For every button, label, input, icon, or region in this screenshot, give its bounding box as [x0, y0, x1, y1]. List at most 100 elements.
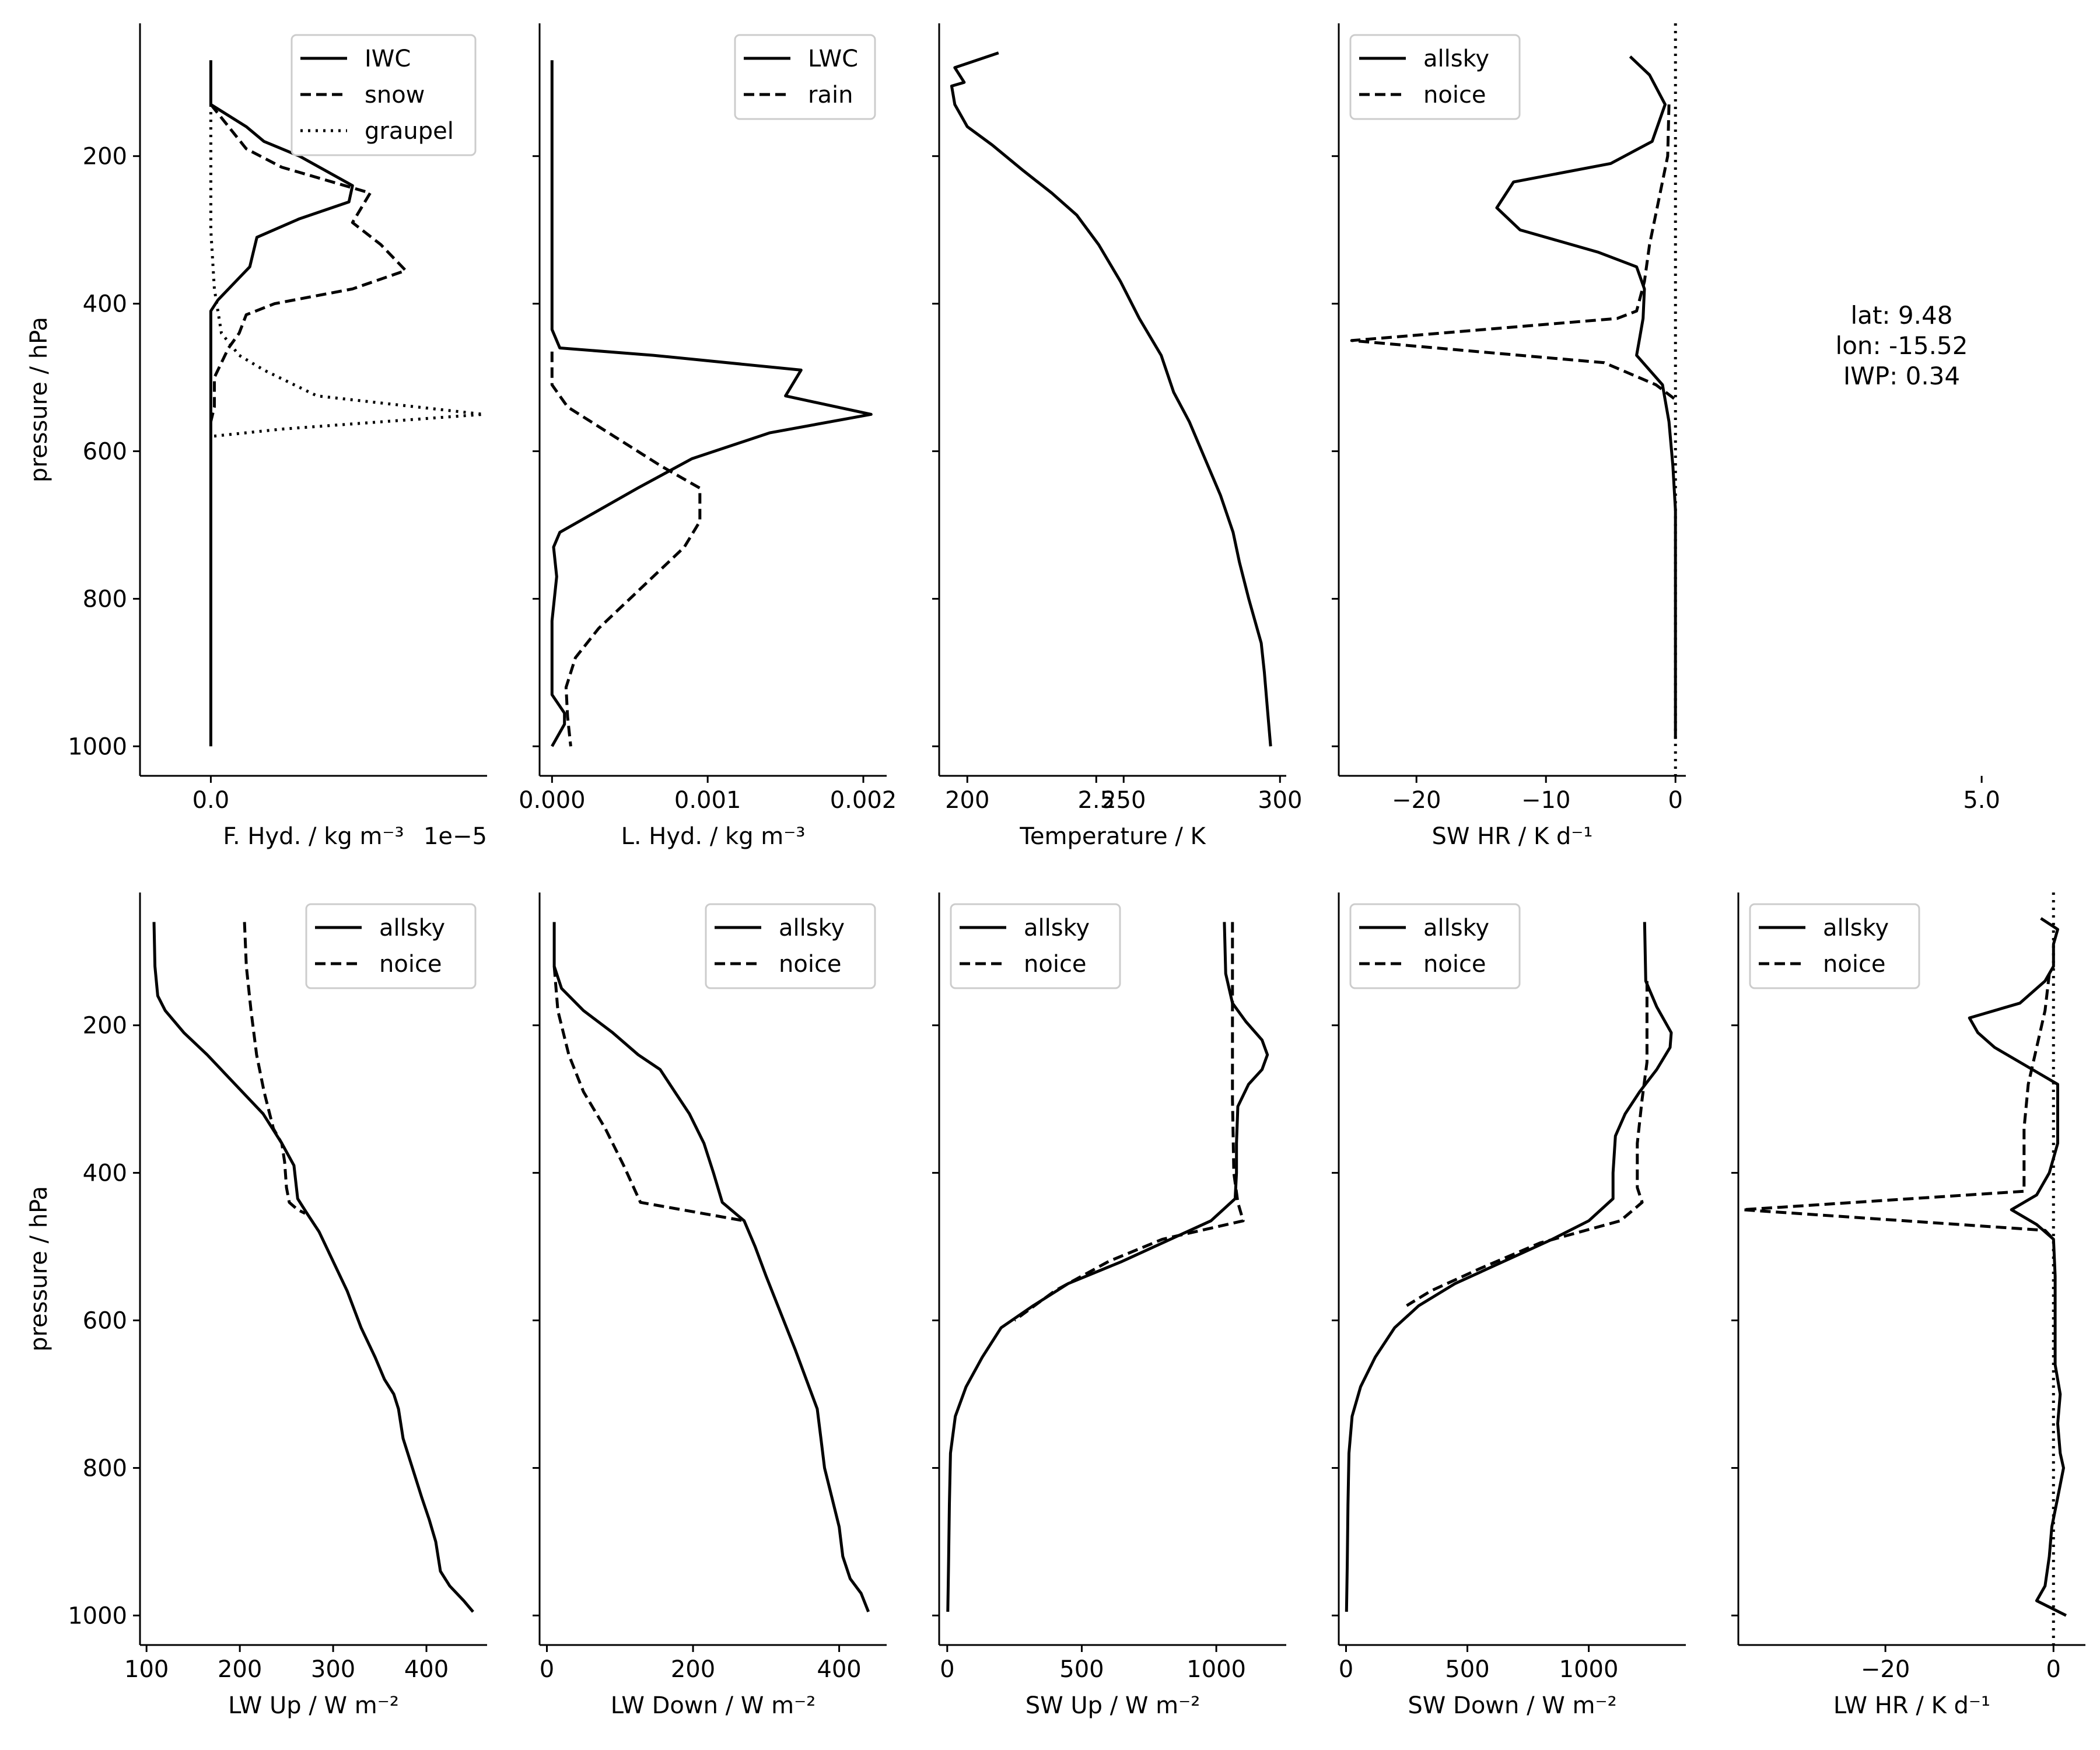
legend: allsky noice: [1349, 34, 1521, 120]
series-line-allsky: [152, 922, 474, 1613]
legend: LWC rain: [734, 34, 876, 120]
y-tick-label: 400: [83, 1160, 127, 1187]
legend-label: rain: [808, 82, 853, 108]
iwp-label: IWP: 0.34: [1843, 362, 1961, 390]
series-line-LWC: [550, 60, 873, 747]
legend-label: noice: [1423, 951, 1486, 978]
longitude-label: lon: -15.52: [1835, 331, 1968, 360]
x-tick-label: 400: [817, 1656, 861, 1683]
x-tick-label: 0.002: [830, 787, 897, 814]
x-tick-label: 0: [1339, 1656, 1353, 1683]
x-tick-label: 250: [1101, 787, 1146, 814]
x-tick-label: 0.0: [192, 787, 230, 814]
series-line-allsky: [552, 922, 870, 1613]
y-tick-label: 800: [83, 586, 127, 612]
y-tick-label: 1000: [68, 1602, 127, 1629]
legend-label: noice: [379, 951, 442, 978]
legend-label: noice: [779, 951, 842, 978]
y-tick-label: 600: [83, 1308, 127, 1335]
x-tick-label: 500: [1059, 1656, 1104, 1683]
series-line-noice: [243, 922, 306, 1215]
y-tick-label: 1000: [68, 733, 127, 760]
chart-panel-8: 0 500 1000 SW Down / W m⁻² allsky noice: [1332, 892, 1686, 1719]
legend-frame: [705, 903, 876, 989]
x-axis-label: SW HR / K d⁻¹: [1432, 823, 1593, 850]
x-axis-label: SW Up / W m⁻²: [1026, 1692, 1200, 1719]
x-axis-label: LW Down / W m⁻²: [611, 1692, 816, 1719]
x-axis-label: F. Hyd. / kg m⁻³: [223, 823, 404, 850]
location-info: lat: 9.48 lon: -15.52 IWP: 0.34: [1768, 300, 2036, 391]
x-tick-label: 1000: [1559, 1656, 1619, 1683]
x-tick-label: 0: [2046, 1656, 2061, 1683]
x-tick-label: −10: [1521, 787, 1570, 814]
legend-label: allsky: [1823, 915, 1889, 942]
x-tick-label: 0: [940, 1656, 954, 1683]
legend-label: noice: [1823, 951, 1886, 978]
x-axis-label: Temperature / K: [1019, 823, 1206, 850]
y-tick-label: 800: [83, 1455, 127, 1482]
x-axis-label: LW Up / W m⁻²: [228, 1692, 399, 1719]
series-line-noice: [1013, 922, 1245, 1322]
x-axis-label: LW HR / K d⁻¹: [1833, 1692, 1990, 1719]
x-tick-label: −20: [1861, 1656, 1910, 1683]
legend-label: noice: [1024, 951, 1087, 978]
x-tick-label: 5.0: [1963, 787, 2000, 814]
x-tick-label: 0.001: [674, 787, 741, 814]
legend: allsky noice: [1349, 903, 1521, 989]
x-tick-label: 400: [404, 1656, 449, 1683]
series-line-snow: [209, 103, 407, 422]
legend-frame: [1749, 903, 1920, 989]
legend-frame: [290, 34, 477, 156]
chart-panel-4: −20 −10 0 SW HR / K d⁻¹ allsky noice: [1332, 23, 1686, 850]
legend-label: allsky: [1024, 915, 1090, 942]
x-tick-label: 2.5: [1077, 787, 1115, 814]
x-tick-label: 200: [945, 787, 989, 814]
series-line-noice: [552, 966, 745, 1223]
legend-frame: [1349, 34, 1521, 120]
x-offset-label: 1e−5: [424, 823, 487, 850]
y-axis-label: pressure / hPa: [26, 1186, 52, 1352]
legend: allsky noice: [705, 903, 876, 989]
legend-label: IWC: [365, 46, 411, 72]
legend-frame: [305, 903, 477, 989]
y-tick-label: 200: [83, 144, 127, 170]
y-tick-label: 600: [83, 439, 127, 466]
legend: allsky noice: [1749, 903, 1920, 989]
series-line-noice: [1741, 973, 2055, 1241]
series-line-noice: [1406, 981, 1648, 1307]
series-line-graupel: [209, 104, 485, 438]
series-line-allsky: [946, 922, 1269, 1612]
legend-frame: [1349, 903, 1521, 989]
series-line-rain: [550, 351, 702, 747]
legend-label: allsky: [779, 915, 845, 942]
legend-label: graupel: [365, 118, 454, 145]
x-tick-label: −20: [1392, 787, 1441, 814]
legend: allsky noice: [305, 903, 477, 989]
latitude-label: lat: 9.48: [1850, 301, 1953, 330]
series-line-allsky: [1968, 917, 2067, 1617]
chart-panel-5: 200 400 600 800 1000 pressure / hPa 100 200 300 4…: [26, 892, 487, 1719]
legend-frame: [950, 903, 1121, 989]
x-tick-label: 300: [1258, 787, 1302, 814]
legend-frame: [734, 34, 876, 120]
y-axis-label: pressure / hPa: [26, 317, 52, 482]
x-tick-label: 0: [1668, 787, 1683, 814]
legend-label: allsky: [1423, 915, 1489, 942]
x-tick-label: 200: [671, 1656, 715, 1683]
legend: allsky noice: [950, 903, 1121, 989]
x-tick-label: 500: [1445, 1656, 1489, 1683]
x-tick-label: 300: [311, 1656, 355, 1683]
legend-label: LWC: [808, 46, 858, 72]
chart-panel-3: 200 250 300 Temperature / K: [932, 23, 1302, 850]
series-line-noice: [1350, 104, 1676, 401]
x-tick-label: 0: [540, 1656, 554, 1683]
y-tick-label: 400: [83, 291, 127, 318]
series-line-profile: [950, 51, 1272, 747]
legend-label: allsky: [379, 915, 445, 942]
legend-label: noice: [1423, 82, 1486, 108]
series-line-allsky: [1495, 55, 1677, 739]
series-line-IWC: [209, 60, 354, 747]
